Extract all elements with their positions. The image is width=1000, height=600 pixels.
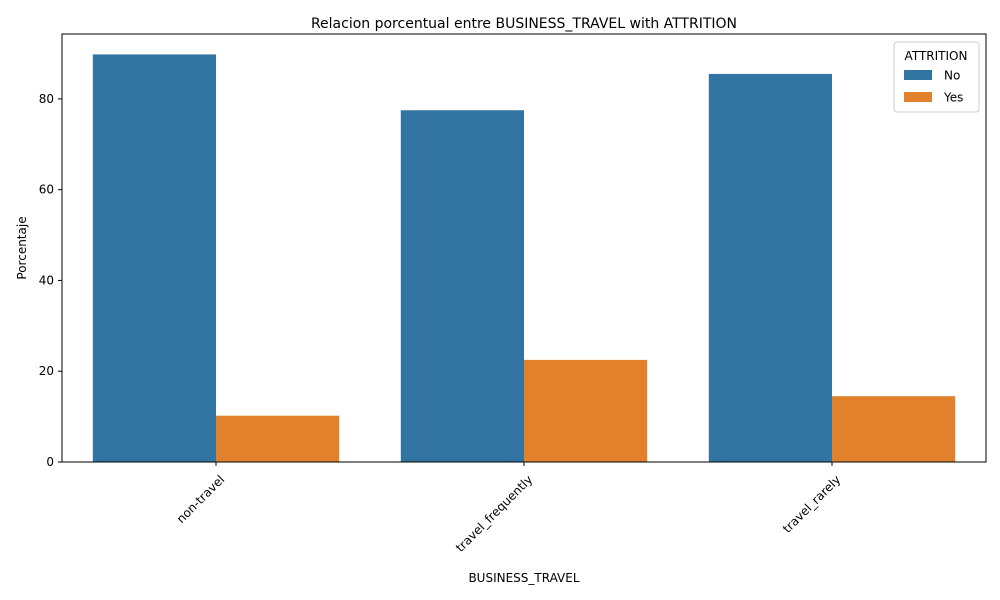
y-tick-label: 60 bbox=[39, 183, 54, 197]
x-tick-label: non-travel bbox=[174, 472, 228, 526]
y-tick-label: 80 bbox=[39, 92, 54, 106]
x-axis: non-travel travel_frequently travel_rarely bbox=[174, 462, 843, 555]
bar-non-travel-yes bbox=[216, 415, 340, 462]
y-axis: 0 20 40 60 80 bbox=[39, 92, 62, 469]
x-tick-label: travel_frequently bbox=[453, 472, 535, 554]
legend-label-no: No bbox=[944, 69, 960, 83]
legend-swatch-yes bbox=[904, 92, 932, 102]
y-axis-label: Porcentaje bbox=[15, 216, 29, 279]
legend-title: ATTRITION bbox=[905, 49, 968, 63]
bar-travel_frequently-no bbox=[400, 110, 524, 462]
plot-frame bbox=[61, 33, 987, 463]
bar-non-travel-no bbox=[92, 54, 216, 462]
bar-travel_rarely-yes bbox=[832, 396, 956, 462]
x-tick-label: travel_rarely bbox=[780, 472, 843, 535]
bars-group bbox=[92, 54, 956, 462]
y-tick-label: 20 bbox=[39, 364, 54, 378]
y-tick-label: 0 bbox=[46, 455, 54, 469]
y-tick-label: 40 bbox=[39, 273, 54, 287]
bar-travel_rarely-no bbox=[708, 73, 832, 462]
chart-title: Relacion porcentual entre BUSINESS_TRAVE… bbox=[311, 16, 737, 32]
legend-swatch-no bbox=[904, 70, 932, 80]
bar-travel_frequently-yes bbox=[524, 359, 648, 462]
legend: ATTRITION No Yes bbox=[893, 41, 980, 113]
legend-label-yes: Yes bbox=[943, 91, 963, 105]
x-axis-label: BUSINESS_TRAVEL bbox=[468, 571, 579, 585]
